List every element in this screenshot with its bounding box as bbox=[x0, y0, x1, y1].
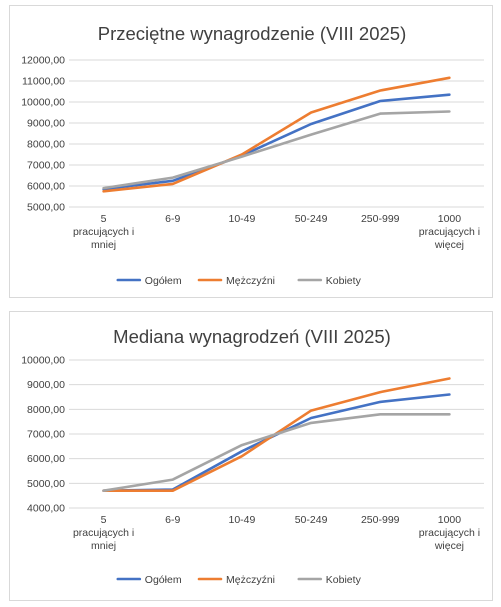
chart-title: Przeciętne wynagrodzenie (VIII 2025) bbox=[98, 23, 407, 44]
x-tick-label: 50-249 bbox=[295, 514, 328, 526]
y-tick-label: 10000,00 bbox=[21, 355, 65, 367]
x-tick-label: 5 pracujących i mniej bbox=[73, 213, 134, 251]
x-tick-label-line: 10-49 bbox=[228, 213, 255, 225]
chart-title: Mediana wynagrodzeń (VIII 2025) bbox=[113, 326, 391, 347]
x-tick-label: 50-249 bbox=[295, 213, 328, 225]
chart-panel-mean-wage: Przeciętne wynagrodzenie (VIII 2025) 5000… bbox=[9, 5, 493, 298]
series-line-0 bbox=[102, 93, 451, 191]
legend-label: Mężczyźni bbox=[226, 275, 275, 287]
x-tick-label: 10-49 bbox=[228, 213, 255, 225]
x-tick-label-line: pracujących i bbox=[419, 527, 480, 539]
y-tick-label: 5000,00 bbox=[27, 202, 65, 214]
x-tick-label: 5 pracujących i mniej bbox=[73, 514, 134, 552]
x-tick-label-line: 1000 bbox=[438, 514, 462, 526]
y-tick-label: 9000,00 bbox=[27, 379, 65, 391]
legend-label: Mężczyźni bbox=[226, 574, 275, 586]
x-tick-label-line: pracujących i bbox=[419, 226, 480, 238]
series-line-2 bbox=[102, 110, 451, 190]
chart-median-wage: Mediana wynagrodzeń (VIII 2025) 4000,00 50… bbox=[21, 326, 484, 586]
y-tick-label: 5000,00 bbox=[27, 478, 65, 490]
y-tick-label: 12000,00 bbox=[21, 55, 65, 67]
series-line-1 bbox=[102, 76, 451, 193]
legend-label: Ogółem bbox=[145, 574, 182, 586]
x-tick-label-line: 5 bbox=[101, 213, 107, 225]
y-tick-label: 9000,00 bbox=[27, 118, 65, 130]
legend-label: Ogółem bbox=[145, 275, 182, 287]
chart-panel-median-wage: Mediana wynagrodzeń (VIII 2025) 4000,00 50… bbox=[9, 311, 493, 601]
chart-mean-wage: Przeciętne wynagrodzenie (VIII 2025) 5000… bbox=[21, 23, 484, 287]
x-tick-label-line: 250-999 bbox=[361, 514, 400, 526]
y-tick-label: 11000,00 bbox=[22, 76, 65, 88]
legend-label: Kobiety bbox=[326, 275, 362, 287]
y-tick-label: 7000,00 bbox=[27, 429, 65, 441]
x-tick-label-line: więcej bbox=[434, 239, 464, 251]
y-tick-label: 6000,00 bbox=[27, 453, 65, 465]
x-tick-label: 250-999 bbox=[361, 213, 400, 225]
x-tick-label-line: 50-249 bbox=[295, 514, 328, 526]
y-tick-label: 8000,00 bbox=[27, 139, 65, 151]
x-tick-label-line: 250-999 bbox=[361, 213, 400, 225]
y-tick-label: 8000,00 bbox=[27, 404, 65, 416]
x-tick-label-line: 10-49 bbox=[228, 514, 255, 526]
legend-label: Kobiety bbox=[326, 574, 362, 586]
x-tick-label-line: 50-249 bbox=[295, 213, 328, 225]
x-tick-label-line: 1000 bbox=[438, 213, 462, 225]
x-tick-label: 6-9 bbox=[165, 514, 180, 526]
x-tick-label: 1000 pracujących i więcej bbox=[419, 514, 480, 552]
x-tick-label-line: mniej bbox=[91, 239, 116, 251]
x-tick-label: 250-999 bbox=[361, 514, 400, 526]
x-tick-label-line: pracujących i bbox=[73, 226, 134, 238]
x-tick-label-line: więcej bbox=[434, 540, 464, 552]
y-tick-label: 4000,00 bbox=[27, 503, 65, 515]
x-tick-label-line: pracujących i bbox=[73, 527, 134, 539]
y-tick-label: 7000,00 bbox=[27, 160, 65, 172]
series-line-2 bbox=[102, 413, 451, 492]
x-tick-label: 6-9 bbox=[165, 213, 180, 225]
x-tick-label: 10-49 bbox=[228, 514, 255, 526]
x-tick-label-line: mniej bbox=[91, 540, 116, 552]
x-tick-label-line: 6-9 bbox=[165, 514, 180, 526]
y-tick-label: 10000,00 bbox=[21, 97, 65, 109]
y-tick-label: 6000,00 bbox=[27, 181, 65, 193]
x-tick-label: 1000 pracujących i więcej bbox=[419, 213, 480, 251]
x-tick-label-line: 5 bbox=[101, 514, 107, 526]
x-tick-label-line: 6-9 bbox=[165, 213, 180, 225]
